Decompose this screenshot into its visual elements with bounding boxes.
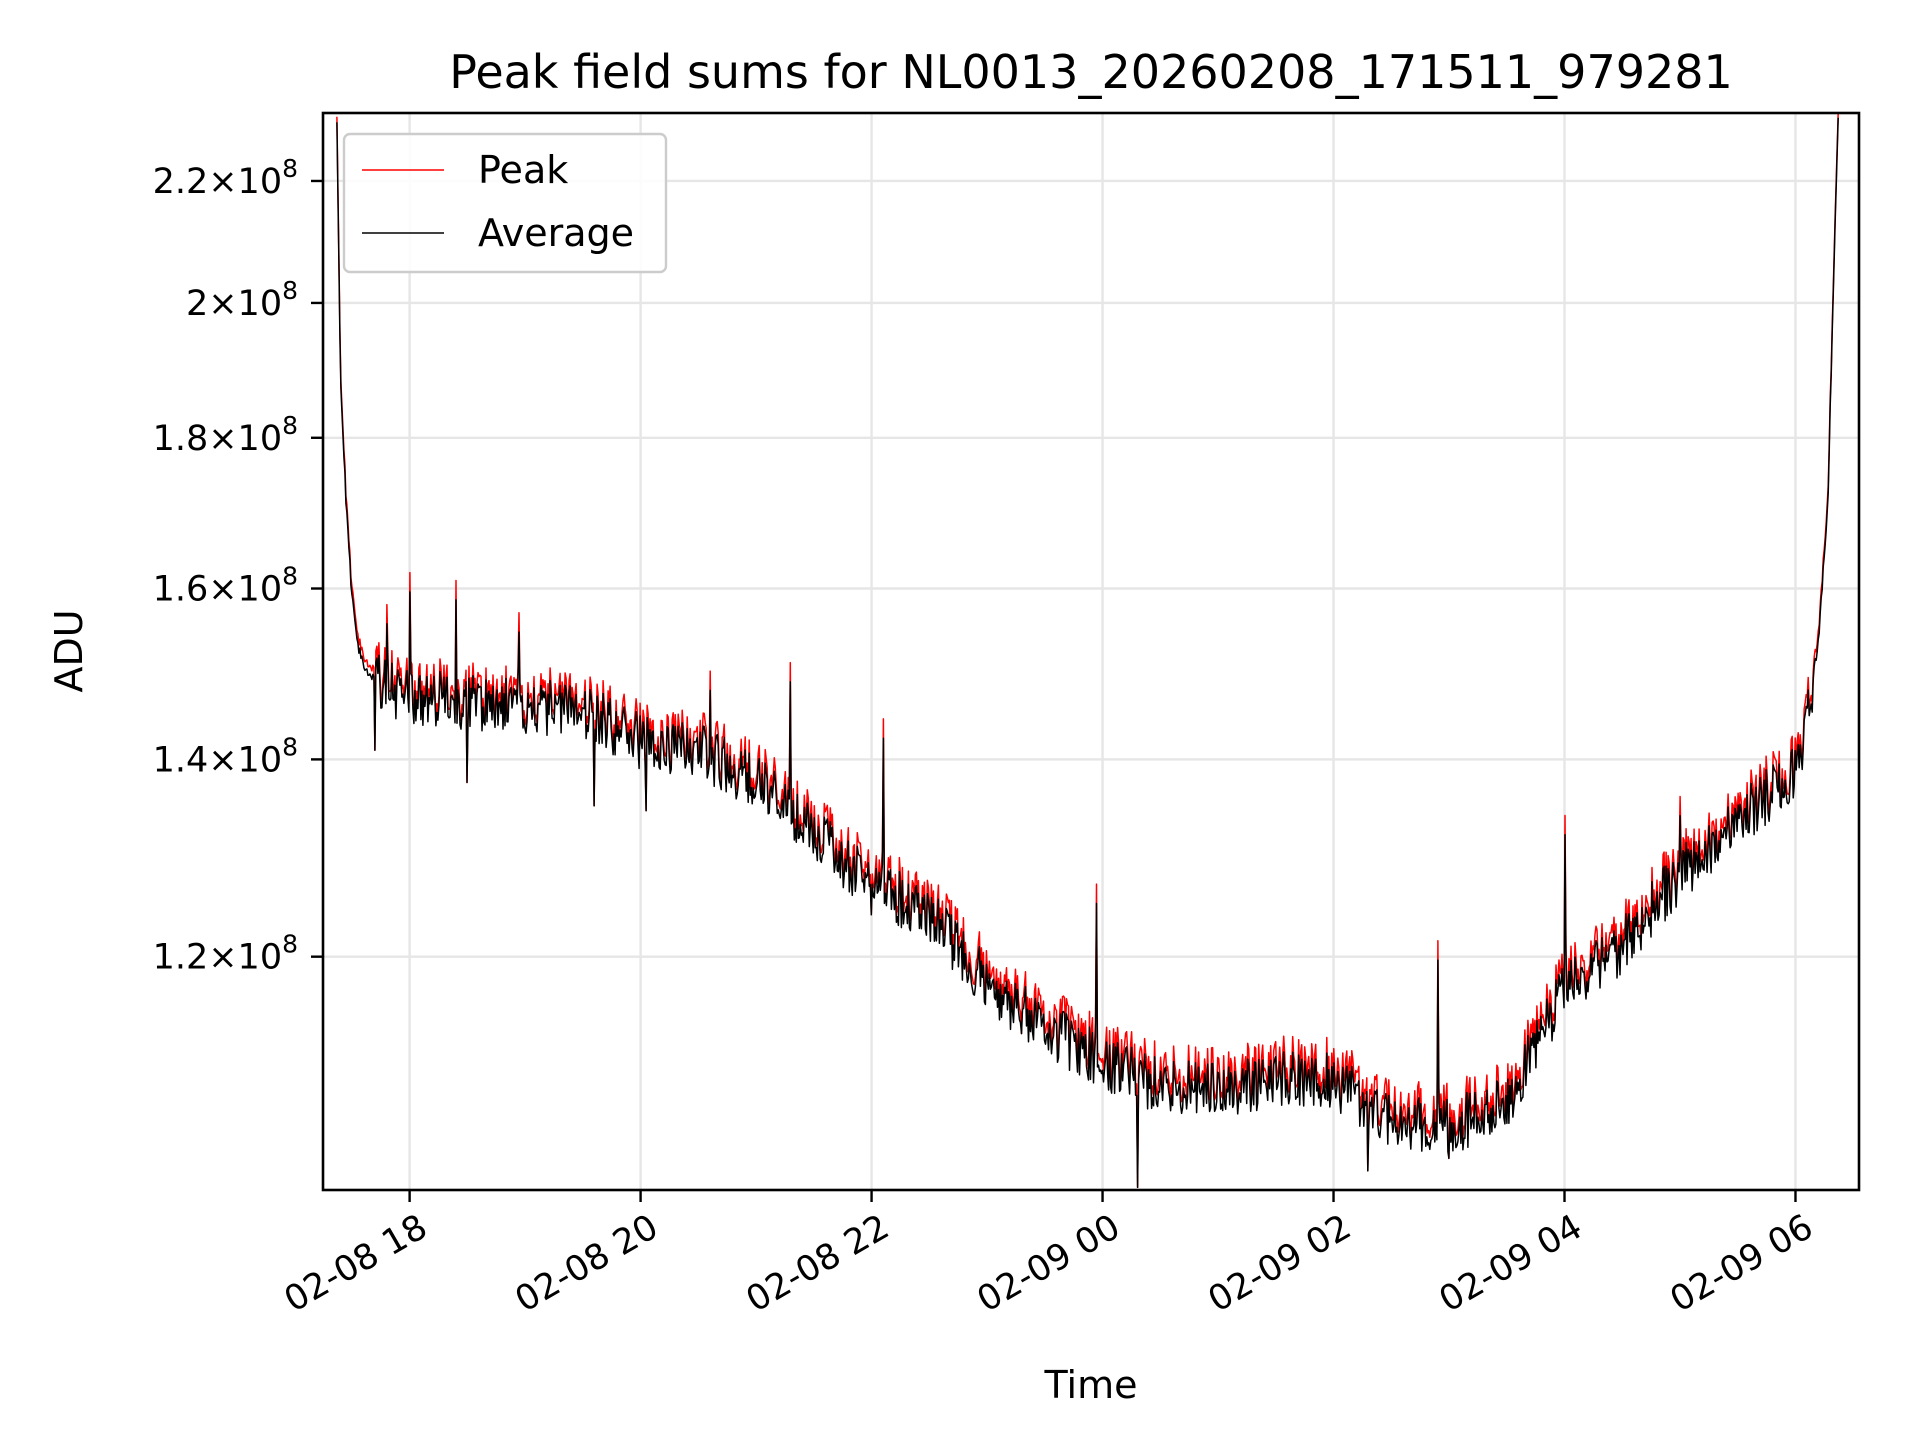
series-line-average: [336, 117, 1839, 1189]
legend: Peak Average: [342, 132, 668, 274]
legend-label-peak: Peak: [478, 148, 568, 192]
y-tick-label: 2.2×108: [153, 154, 298, 202]
y-tick-label: 1.8×108: [153, 411, 298, 459]
plot-frame: [321, 111, 1861, 1192]
x-axis-label: Time: [1044, 1363, 1138, 1407]
chart-title: Peak field sums for NL0013_20260208_1715…: [449, 45, 1733, 99]
y-tick-mantissa: 1.4×10: [153, 740, 283, 780]
y-axis-label: ADU: [47, 609, 91, 692]
y-tick-exponent: 8: [282, 732, 298, 761]
y-tick-mantissa: 1.8×10: [153, 419, 283, 459]
y-tick-mantissa: 2×10: [186, 284, 282, 324]
y-tick-exponent: 8: [282, 154, 298, 183]
series-line-peak: [336, 113, 1839, 1189]
y-tick-label: 1.4×108: [153, 732, 298, 780]
grid: [323, 113, 1859, 1190]
legend-label-average: Average: [478, 211, 634, 255]
y-tick-mantissa: 2.2×10: [153, 162, 283, 202]
y-tick-exponent: 8: [282, 930, 298, 959]
y-tick-exponent: 8: [282, 276, 298, 305]
y-tick-mantissa: 1.2×10: [153, 938, 283, 978]
y-tick-label: 1.6×108: [153, 562, 298, 610]
y-tick-mantissa: 1.6×10: [153, 570, 283, 610]
series-layer: [336, 113, 1839, 1189]
y-tick-exponent: 8: [282, 411, 298, 440]
legend-box: [342, 132, 668, 274]
y-tick-exponent: 8: [282, 562, 298, 591]
y-tick-label: 1.2×108: [153, 930, 298, 978]
y-tick-label: 2×108: [186, 276, 298, 324]
